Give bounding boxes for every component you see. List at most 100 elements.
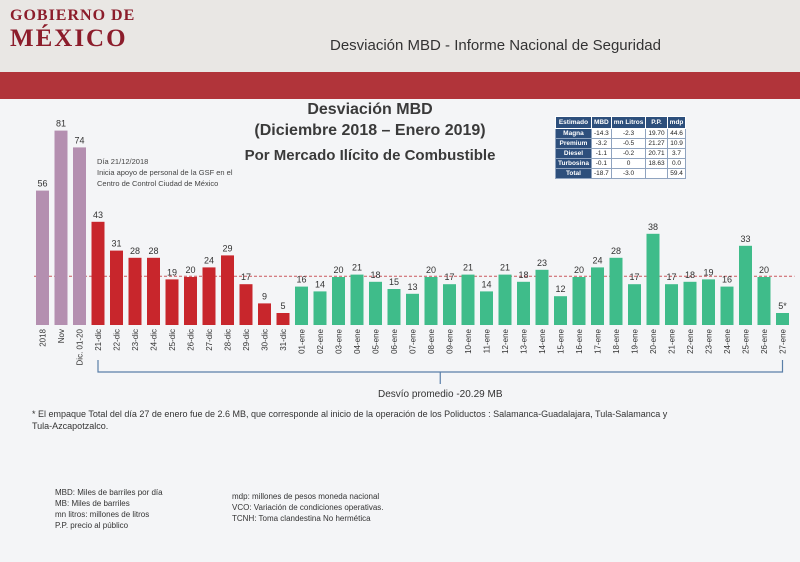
tick-label: 27-ene: [779, 328, 788, 353]
data-label: 19: [167, 267, 177, 277]
table-header: MBD: [590, 116, 612, 129]
data-label: 15: [389, 277, 399, 287]
table-header: Estimado: [555, 116, 592, 129]
tick-label: 09-ene: [446, 328, 455, 353]
chart-subtitle: (Diciembre 2018 – Enero 2019): [254, 122, 486, 139]
table-cell: 0: [610, 158, 647, 169]
tick-label: 19-ene: [631, 328, 640, 353]
data-label: 21: [352, 263, 362, 273]
data-label: 24: [204, 255, 214, 265]
annotation-line-2: Inicia apoyo de personal de la GSF en el: [97, 168, 233, 177]
bar: [628, 284, 641, 325]
tick-label: 20-ene: [649, 328, 658, 353]
table-cell: -14.3: [590, 128, 612, 139]
bar: [147, 257, 160, 325]
data-label: 33: [740, 234, 750, 244]
table-cell: -3.2: [590, 138, 612, 149]
bar: [609, 257, 623, 325]
data-label: 18: [518, 270, 528, 280]
tick-label: 22-dic: [113, 329, 122, 351]
bar: [258, 303, 271, 325]
table-row: Total -18.7 -3.0 59.4: [555, 168, 687, 179]
table-cell: -0.2: [610, 148, 647, 159]
bar: [313, 291, 327, 325]
data-label: 43: [93, 210, 103, 220]
data-label: 17: [629, 272, 639, 282]
data-label: 21: [500, 263, 510, 273]
tick-label: 16-ene: [575, 328, 584, 353]
bar: [517, 281, 530, 325]
data-label: 20: [333, 265, 343, 275]
tick-label: 02-ene: [316, 328, 325, 353]
table-row: Turbosina -0.1 0 18.63 0.0: [555, 158, 687, 169]
legend-item: P.P. precio al público: [55, 521, 129, 530]
data-label: 17: [666, 272, 676, 282]
legend-left: MBD: Miles de barriles por día MB: Miles…: [55, 487, 163, 531]
tick-label: 17-ene: [594, 328, 603, 353]
table-cell: -1.1: [590, 148, 612, 159]
data-label: 14: [315, 279, 325, 289]
average-label: Desvío promedio -20.29 MB: [378, 389, 503, 400]
bar: [646, 233, 660, 325]
bar: [221, 255, 234, 325]
tick-label: 2018: [39, 328, 48, 346]
data-label: 38: [648, 222, 658, 232]
table-cell: 21.27: [645, 138, 668, 149]
data-label: 16: [722, 275, 732, 285]
bar: [739, 245, 752, 325]
table-row: Diesel -1.1 -0.2 20.71 3.7: [555, 148, 687, 159]
table-cell: Diesel: [555, 148, 592, 159]
bar: [202, 267, 216, 325]
tick-label: 12-ene: [501, 328, 510, 353]
bar: [720, 286, 734, 325]
table-cell: Magna: [555, 128, 592, 139]
tick-label: 07-ene: [409, 328, 418, 353]
tick-label: 31-dic: [279, 329, 288, 351]
bar: [424, 277, 438, 325]
tick-label: 15-ene: [557, 328, 566, 353]
table-cell: Premium: [555, 138, 592, 149]
header-band: [0, 72, 800, 99]
table-cell: [645, 168, 668, 179]
tick-label: 23-dic: [131, 329, 140, 351]
legend-item: mdp: millones de pesos moneda nacional: [232, 492, 380, 501]
bar: [683, 281, 697, 325]
bar: [461, 274, 475, 325]
data-label: 14: [481, 279, 491, 289]
tick-label: 05-ene: [372, 328, 381, 353]
table-header: P.P.: [645, 116, 668, 129]
data-label: 18: [685, 270, 695, 280]
bar: [165, 279, 179, 325]
data-label: 74: [74, 135, 84, 145]
table-cell: 19.70: [645, 128, 668, 139]
bar: [554, 296, 567, 325]
tick-label: 22-ene: [686, 328, 695, 353]
annotation-line-1: Día 21/12/2018: [97, 157, 149, 166]
data-label: 31: [111, 239, 121, 249]
table-cell: -18.7: [590, 168, 612, 179]
tick-label: 30-dic: [261, 329, 270, 351]
tick-label: Dic. 01-20: [76, 328, 85, 365]
bar: [443, 284, 456, 325]
data-label: 5*: [778, 301, 787, 311]
tick-label: 26-ene: [760, 328, 769, 353]
data-label: 21: [463, 263, 473, 273]
data-label: 16: [296, 275, 306, 285]
bar: [91, 221, 105, 325]
bar: [239, 284, 253, 325]
data-label: 17: [444, 272, 454, 282]
period-bracket: [97, 360, 784, 373]
data-label: 29: [222, 243, 232, 253]
bar: [276, 313, 290, 325]
chart-title: Desviación MBD: [307, 101, 433, 118]
data-label: 23: [537, 258, 547, 268]
tick-label: 13-ene: [520, 328, 529, 353]
tick-label: Nov: [57, 329, 66, 343]
legend-item: MB: Miles de barriles: [55, 499, 130, 508]
bar: [498, 274, 512, 325]
tick-label: 04-ene: [353, 328, 362, 353]
bar: [591, 267, 604, 325]
summary-table: Estimado MBD mn Litros P.P. mdp Magna -1…: [555, 116, 687, 179]
logo-line1: GOBIERNO DE: [10, 7, 136, 24]
data-label: 56: [37, 179, 47, 189]
